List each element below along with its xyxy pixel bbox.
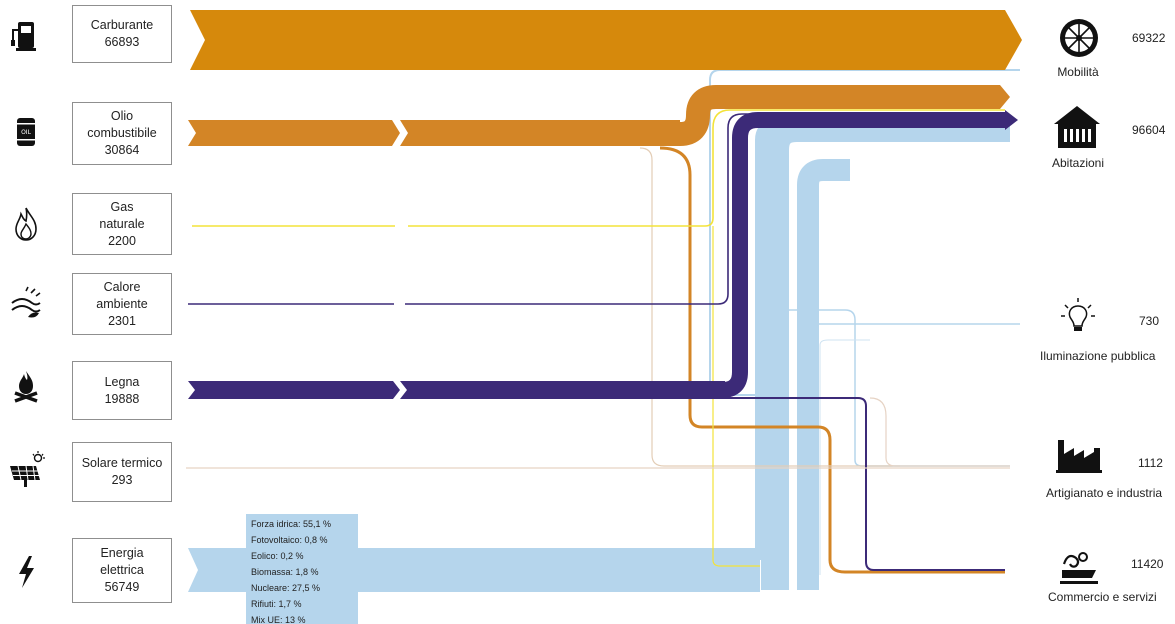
dest-label-abitazioni: Abitazioni bbox=[1051, 156, 1105, 170]
source-box-carburante: Carburante 66893 bbox=[72, 5, 172, 63]
source-label: Calore bbox=[103, 279, 141, 294]
flow-elettrica-thin-3 bbox=[809, 323, 1020, 575]
source-label-2: naturale bbox=[99, 216, 145, 231]
source-label: Olio bbox=[110, 109, 134, 123]
dest-label-mobilita: Mobilità bbox=[1057, 65, 1099, 79]
flow-legna-to-abitazioni bbox=[721, 112, 1005, 398]
source-box-solare: Solare termico 293 bbox=[72, 442, 172, 502]
flow-elettrica-riser bbox=[761, 114, 1010, 590]
dest-value-abitazioni: 96604 bbox=[1132, 123, 1166, 137]
mix-item: Forza idrica: 55,1 % bbox=[251, 519, 332, 529]
dest-label-artigianato: Artigianato e industria bbox=[1046, 486, 1163, 500]
solar-panel-icon bbox=[10, 451, 45, 487]
source-label-2: elettrica bbox=[100, 563, 144, 577]
flow-gas-to-commercio bbox=[712, 226, 760, 567]
source-box-elettrica: Energia elettrica 56749 bbox=[72, 538, 172, 603]
source-label: Energia bbox=[100, 546, 144, 560]
mix-item: Biomassa: 1,8 % bbox=[251, 567, 319, 577]
source-box-legna: Legna 19888 bbox=[72, 361, 172, 420]
wheel-icon bbox=[1060, 19, 1098, 57]
dest-value-commercio: 11420 bbox=[1131, 557, 1164, 571]
wood-fire-icon bbox=[14, 371, 38, 403]
source-value: 66893 bbox=[104, 35, 140, 49]
source-box-gas: Gas naturale 2200 bbox=[72, 193, 172, 255]
flow-calore-main bbox=[405, 113, 1005, 305]
flow-legna-main bbox=[400, 381, 725, 399]
house-icon bbox=[1054, 106, 1100, 148]
svg-text:OIL: OIL bbox=[21, 129, 31, 136]
source-label-2: ambiente bbox=[96, 296, 148, 311]
fuel-pump-icon bbox=[11, 22, 36, 51]
source-value: 2200 bbox=[108, 233, 136, 248]
flow-olio-thin-industria bbox=[639, 147, 900, 467]
source-label-2: combustibile bbox=[87, 126, 157, 140]
dest-label-illuminazione: Iluminazione pubblica bbox=[1040, 349, 1156, 363]
ambient-heat-icon bbox=[11, 286, 41, 318]
mix-item: Fotovoltaico: 0,8 % bbox=[251, 535, 328, 545]
oil-barrel-icon: OIL bbox=[17, 118, 35, 146]
source-label: Legna bbox=[104, 374, 140, 389]
lightning-icon bbox=[19, 556, 34, 588]
flow-legna-arrow bbox=[1005, 110, 1018, 130]
light-bulb-icon bbox=[1061, 298, 1095, 331]
flow-gas-main bbox=[408, 109, 1005, 227]
source-value: 30864 bbox=[104, 143, 140, 157]
flow-elettrica-thin-4 bbox=[819, 339, 870, 575]
electricity-mix-box: Forza idrica: 55,1 % Fotovoltaico: 0,8 %… bbox=[246, 514, 358, 624]
commerce-icon bbox=[1060, 552, 1098, 584]
mix-item: Eolico: 0,2 % bbox=[251, 551, 304, 561]
flow-elettrica-riser-2 bbox=[797, 159, 850, 590]
dest-value-illuminazione: 730 bbox=[1139, 314, 1160, 328]
flow-carburante bbox=[190, 10, 1022, 70]
dest-value-artigianato: 1112 bbox=[1138, 456, 1163, 470]
source-box-olio: Olio combustibile 30864 bbox=[72, 102, 172, 165]
mix-item: Nucleare: 27,5 % bbox=[251, 583, 321, 593]
flow-olio-arrow bbox=[1000, 85, 1010, 109]
dest-label-commercio: Commercio e servizi bbox=[1048, 590, 1157, 604]
flow-thin-to-industria bbox=[869, 397, 1010, 467]
flow-olio-input bbox=[188, 120, 400, 146]
flow-legna-to-commercio bbox=[725, 397, 1005, 571]
source-value: 293 bbox=[111, 473, 133, 487]
source-value: 19888 bbox=[104, 391, 140, 406]
mix-item: Rifiuti: 1,7 % bbox=[251, 599, 302, 609]
gas-flame-icon bbox=[15, 207, 37, 241]
factory-icon bbox=[1056, 440, 1102, 473]
source-label: Gas bbox=[110, 199, 134, 214]
flow-olio-to-commercio bbox=[659, 146, 1005, 574]
flow-legna-input bbox=[188, 381, 400, 399]
source-value: 56749 bbox=[104, 580, 140, 594]
source-label: Solare termico bbox=[81, 456, 163, 470]
source-label: Carburante bbox=[90, 18, 154, 32]
flow-olio-main bbox=[400, 120, 680, 146]
dest-value-mobilita: 69322 bbox=[1132, 31, 1166, 45]
mix-item: Mix UE: 13 % bbox=[251, 615, 306, 624]
source-box-calore: Calore ambiente 2301 bbox=[72, 273, 172, 335]
source-value: 2301 bbox=[108, 313, 136, 328]
flow-olio-to-abitazioni bbox=[679, 85, 1000, 146]
